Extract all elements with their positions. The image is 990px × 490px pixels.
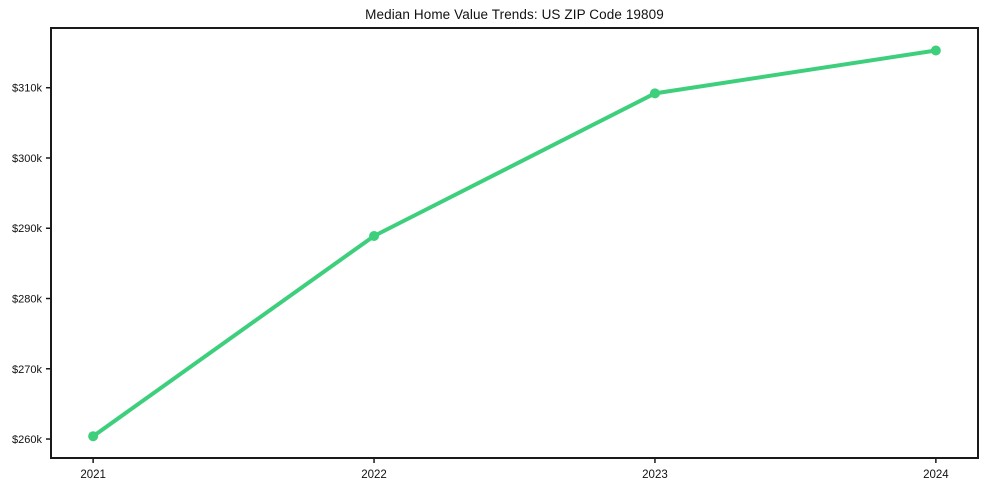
trend-line	[91, 48, 938, 439]
x-axis-tick-label: 2024	[923, 469, 949, 481]
y-axis-tick-label: $280k	[12, 294, 42, 306]
y-axis-tick-label: $290k	[12, 223, 42, 235]
data-point	[649, 88, 660, 99]
data-point	[930, 45, 941, 56]
data-point	[369, 230, 380, 241]
x-axis-tick-label: 2022	[361, 469, 387, 481]
plot-border	[50, 27, 979, 459]
chart-title: Median Home Value Trends: US ZIP Code 19…	[365, 7, 664, 22]
y-axis-tick-label: $300k	[12, 153, 42, 165]
x-axis-tick-label: 2023	[642, 469, 668, 481]
y-axis-tick-label: $310k	[12, 83, 42, 95]
y-axis-tick-label: $270k	[12, 364, 42, 376]
data-point	[88, 431, 99, 442]
x-axis-tick-label: 2021	[80, 469, 106, 481]
y-axis-tick-label: $260k	[12, 434, 42, 446]
